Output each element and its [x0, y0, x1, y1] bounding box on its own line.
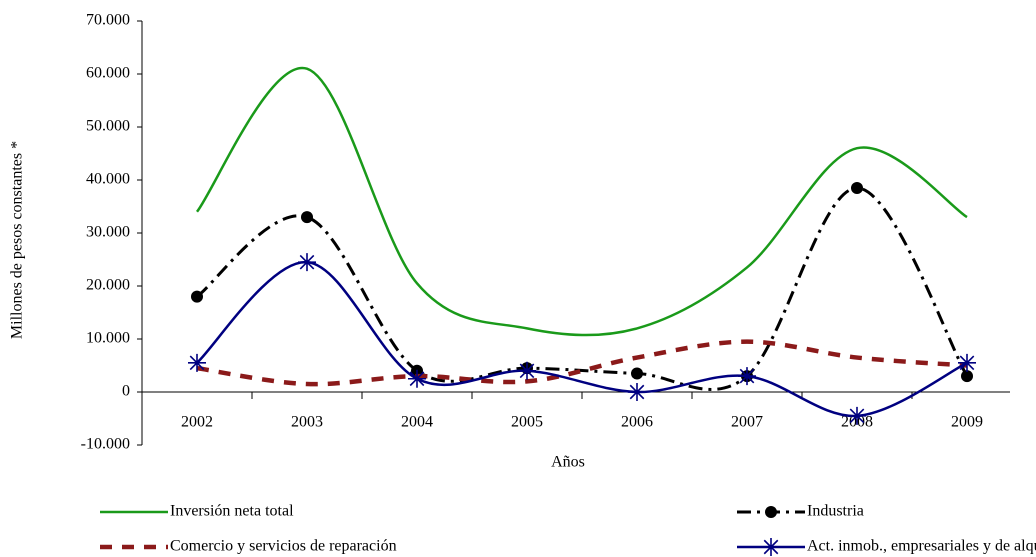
- y-tick-label: 30.000: [86, 224, 130, 241]
- legend-label: Act. inmob., empresariales y de alquiler: [807, 538, 1036, 555]
- legend-label: Comercio y servicios de reparación: [170, 538, 397, 555]
- x-tick-label: 2004: [401, 414, 433, 431]
- marker: [762, 538, 780, 556]
- x-tick-label: 2006: [621, 414, 653, 431]
- marker: [408, 369, 426, 388]
- marker: [958, 353, 976, 372]
- y-tick-label: 70.000: [86, 12, 130, 29]
- y-tick-label: 10.000: [86, 330, 130, 347]
- marker: [191, 290, 203, 303]
- series-line: [196, 260, 968, 418]
- y-tick-label: 50.000: [86, 118, 130, 135]
- marker: [518, 361, 536, 380]
- marker: [961, 370, 973, 383]
- marker: [628, 383, 646, 401]
- series-line: [196, 339, 968, 387]
- x-tick-label: 2007: [731, 414, 763, 431]
- marker: [851, 181, 863, 194]
- marker: [188, 353, 206, 372]
- marker: [631, 367, 643, 380]
- y-tick-label: 20.000: [86, 277, 130, 294]
- legend-label: Industria: [807, 503, 864, 520]
- marker: [301, 211, 313, 224]
- y-tick-label: 60.000: [86, 65, 130, 82]
- y-tick-label: -10.000: [81, 436, 130, 453]
- x-tick-label: 2002: [181, 414, 213, 431]
- marker: [298, 253, 316, 272]
- y-tick-label: 0: [122, 383, 130, 400]
- series-line: [196, 66, 968, 337]
- x-tick-label: 2009: [951, 414, 983, 431]
- x-tick-label: 2003: [291, 414, 323, 431]
- y-tick-label: 40.000: [86, 171, 130, 188]
- legend-label: Inversión neta total: [170, 503, 294, 520]
- marker: [848, 406, 866, 425]
- marker: [738, 367, 756, 386]
- x-tick-label: 2005: [511, 414, 543, 431]
- x-axis-title: Años: [551, 454, 585, 471]
- marker: [765, 506, 777, 518]
- y-axis-title: Millones de pesos constantes *: [9, 141, 26, 339]
